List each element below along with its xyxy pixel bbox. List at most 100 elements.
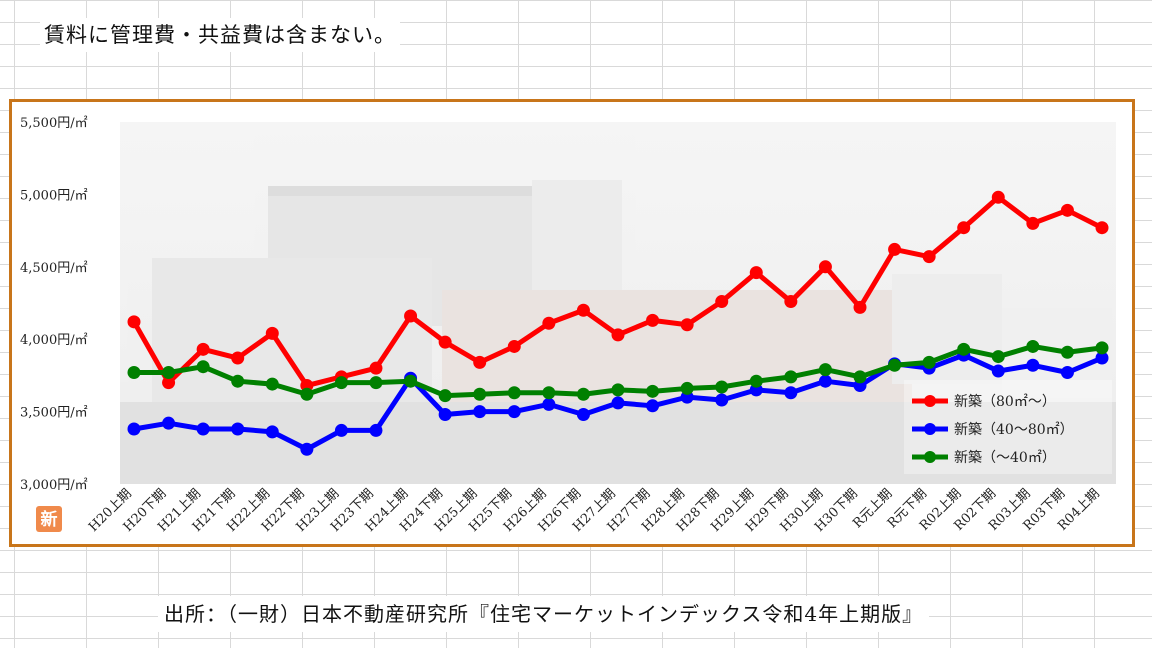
legend-marker: [924, 423, 936, 435]
chart-frame: 3,000円/㎡ 3,500円/㎡ 4,000円/㎡ 4,500円/㎡ 5,000円/㎡…: [9, 99, 1135, 547]
data-point: [542, 386, 556, 400]
legend-label: 新築（40～80㎡）: [954, 422, 1074, 438]
data-point: [1060, 366, 1074, 380]
y-tick-label: 4,500円/㎡: [20, 261, 88, 276]
x-axis: H20上期H20下期H21上期H21下期H22上期H22下期H23上期H23下期…: [86, 486, 1103, 535]
data-point: [749, 374, 763, 388]
data-point: [369, 376, 383, 390]
data-point: [784, 386, 798, 400]
data-point: [611, 328, 625, 342]
data-point: [576, 387, 590, 401]
data-point: [749, 266, 763, 280]
data-point: [957, 221, 971, 235]
y-tick-label: 3,500円/㎡: [20, 406, 88, 421]
rent-line-chart: 3,000円/㎡ 3,500円/㎡ 4,000円/㎡ 4,500円/㎡ 5,000円/㎡…: [20, 116, 1116, 535]
legend-label: 新築（80㎡～）: [954, 394, 1056, 410]
data-point: [680, 381, 694, 395]
data-point: [404, 374, 418, 388]
data-point: [611, 383, 625, 397]
data-point: [507, 339, 521, 353]
y-tick-label: 4,000円/㎡: [20, 333, 88, 348]
data-point: [1026, 339, 1040, 353]
data-point: [715, 393, 729, 407]
logo-glyph: 新: [41, 509, 58, 530]
data-point: [507, 386, 521, 400]
data-point: [127, 366, 141, 380]
y-tick-label: 3,000円/㎡: [20, 478, 88, 493]
data-point: [473, 405, 487, 419]
source-note: 出所：（一財）日本不動産研究所『住宅マーケットインデックス令和4年上期版』: [158, 596, 930, 632]
data-point: [888, 358, 902, 372]
data-point: [162, 366, 176, 380]
data-point: [369, 361, 383, 375]
data-point: [265, 425, 279, 439]
data-point: [991, 364, 1005, 378]
data-point: [1026, 358, 1040, 372]
data-point: [611, 396, 625, 410]
data-point: [542, 316, 556, 330]
data-point: [715, 380, 729, 394]
data-point: [231, 351, 245, 365]
data-point: [1095, 341, 1109, 355]
data-point: [715, 295, 729, 309]
data-point: [1060, 345, 1074, 359]
data-point: [196, 342, 210, 356]
data-point: [196, 422, 210, 436]
data-point: [1026, 216, 1040, 230]
data-point: [404, 309, 418, 323]
data-point: [1060, 203, 1074, 217]
data-point: [646, 399, 660, 413]
data-point: [334, 376, 348, 390]
data-point: [576, 407, 590, 421]
data-point: [888, 242, 902, 256]
data-point: [646, 313, 660, 327]
data-point: [438, 389, 452, 403]
data-point: [231, 422, 245, 436]
y-tick-label: 5,000円/㎡: [20, 188, 88, 203]
data-point: [127, 315, 141, 329]
data-point: [680, 318, 694, 332]
data-point: [300, 387, 314, 401]
data-point: [818, 363, 832, 377]
data-point: [231, 374, 245, 388]
legend-label: 新築（～40㎡）: [954, 450, 1056, 466]
legend-marker: [924, 395, 936, 407]
data-point: [438, 335, 452, 349]
data-point: [438, 407, 452, 421]
data-point: [646, 384, 660, 398]
data-point: [1095, 351, 1109, 365]
data-point: [542, 397, 556, 411]
data-point: [991, 190, 1005, 204]
rent-note: 賃料に管理費・共益費は含まない。: [40, 18, 400, 52]
series-layer: [127, 190, 1109, 456]
data-point: [300, 442, 314, 456]
data-point: [853, 370, 867, 384]
data-point: [162, 416, 176, 430]
data-point: [784, 295, 798, 309]
legend: 新築（80㎡～） 新築（40～80㎡） 新築（～40㎡）: [904, 380, 1112, 474]
data-point: [853, 300, 867, 314]
legend-marker: [924, 451, 936, 463]
data-point: [265, 377, 279, 391]
y-axis: 3,000円/㎡ 3,500円/㎡ 4,000円/㎡ 4,500円/㎡ 5,000円/㎡…: [20, 116, 88, 493]
data-point: [196, 360, 210, 374]
logo-badge: 新: [36, 506, 62, 532]
data-point: [162, 376, 176, 390]
data-point: [922, 355, 936, 369]
data-point: [127, 422, 141, 436]
data-point: [473, 387, 487, 401]
data-point: [473, 355, 487, 369]
data-point: [265, 326, 279, 340]
data-point: [507, 405, 521, 419]
data-point: [784, 370, 798, 384]
data-point: [576, 303, 590, 317]
data-point: [991, 350, 1005, 364]
data-point: [922, 250, 936, 264]
series-0: [127, 190, 1109, 393]
data-point: [369, 423, 383, 437]
data-point: [818, 260, 832, 274]
data-point: [1095, 221, 1109, 235]
data-point: [957, 342, 971, 356]
data-point: [334, 423, 348, 437]
data-point: [818, 374, 832, 388]
